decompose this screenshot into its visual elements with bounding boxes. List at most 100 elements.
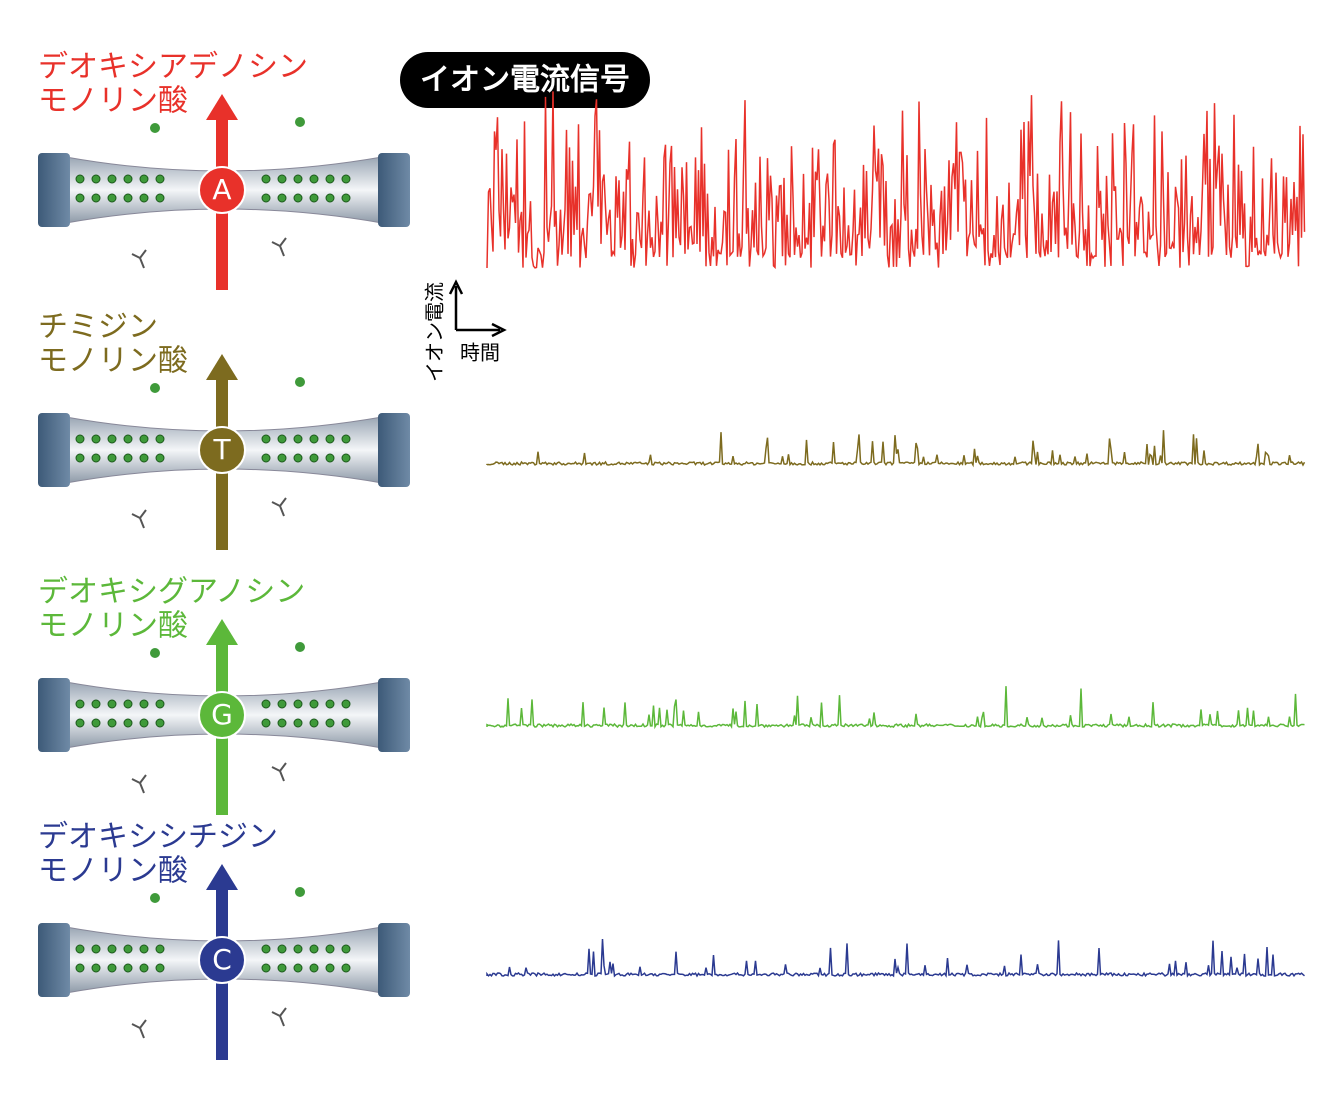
arrow-head <box>206 94 238 120</box>
scale-bar <box>448 279 507 338</box>
atom <box>293 944 303 954</box>
base-letter: G <box>211 698 233 731</box>
atom <box>341 699 351 709</box>
atom <box>277 434 287 444</box>
atom <box>325 944 335 954</box>
ion-current-trace <box>486 938 1305 978</box>
atom <box>155 174 165 184</box>
atom <box>341 193 351 203</box>
channel-cap <box>38 153 70 227</box>
atom <box>123 434 133 444</box>
atom <box>107 944 117 954</box>
badge: イオン電流信号 <box>420 63 630 98</box>
atom <box>123 699 133 709</box>
molecule <box>271 1007 287 1027</box>
molecule <box>131 1019 147 1039</box>
atom <box>75 434 85 444</box>
atom <box>325 718 335 728</box>
atom <box>139 174 149 184</box>
channel-cap <box>378 153 410 227</box>
atom <box>91 174 101 184</box>
atom <box>123 718 133 728</box>
atom <box>91 963 101 973</box>
panel-label: デオキシシチジン <box>38 820 278 855</box>
atom <box>107 699 117 709</box>
atom <box>261 434 271 444</box>
atom <box>107 434 117 444</box>
atom <box>139 963 149 973</box>
ion-current-trace <box>486 430 1306 468</box>
atom <box>261 193 271 203</box>
ion <box>295 642 305 652</box>
ion <box>295 377 305 387</box>
base-letter: A <box>212 173 231 206</box>
atom <box>75 718 85 728</box>
molecule <box>131 774 147 794</box>
arrow-head <box>206 619 238 645</box>
atom <box>341 944 351 954</box>
base-circle <box>198 426 246 474</box>
panel-label: モノリン酸 <box>38 609 188 644</box>
atom <box>139 434 149 444</box>
molecule <box>271 237 287 257</box>
ion <box>150 648 160 658</box>
molecule <box>271 762 287 782</box>
base-circle <box>198 936 246 984</box>
atom <box>325 699 335 709</box>
atom <box>309 718 319 728</box>
molecule <box>131 509 147 529</box>
atom <box>277 944 287 954</box>
panel-label: モノリン酸 <box>38 344 188 379</box>
atom <box>139 718 149 728</box>
atom <box>277 453 287 463</box>
atom <box>325 193 335 203</box>
arrow-head <box>206 354 238 380</box>
atom <box>75 193 85 203</box>
atom <box>139 944 149 954</box>
atom <box>91 434 101 444</box>
atom <box>293 193 303 203</box>
atom <box>155 434 165 444</box>
base-circle <box>198 691 246 739</box>
atom <box>309 434 319 444</box>
channel-cap <box>378 923 410 997</box>
panel-label: デオキシグアノシン <box>38 575 305 610</box>
channel-cap <box>38 678 70 752</box>
molecule <box>271 497 287 517</box>
atom <box>75 944 85 954</box>
atom <box>293 963 303 973</box>
atom <box>91 699 101 709</box>
atom <box>309 453 319 463</box>
atom <box>107 453 117 463</box>
ion-current-trace <box>486 91 1306 270</box>
atom <box>309 174 319 184</box>
atom <box>277 963 287 973</box>
atom <box>107 963 117 973</box>
atom <box>293 718 303 728</box>
atom <box>309 944 319 954</box>
panel-label: モノリン酸 <box>38 854 188 889</box>
atom <box>107 174 117 184</box>
scale-y-label: イオン電流 <box>423 282 447 382</box>
y-arrow <box>448 279 464 330</box>
atom <box>91 944 101 954</box>
atom <box>325 453 335 463</box>
ion <box>150 383 160 393</box>
atom <box>261 699 271 709</box>
atom <box>341 963 351 973</box>
atom <box>91 453 101 463</box>
ion <box>295 887 305 897</box>
atom <box>75 453 85 463</box>
atom <box>261 174 271 184</box>
atom <box>325 434 335 444</box>
molecule <box>131 249 147 269</box>
ion-current-trace <box>486 686 1305 730</box>
channel-cap <box>38 413 70 487</box>
atom <box>293 453 303 463</box>
channel-cap <box>378 413 410 487</box>
atom <box>123 193 133 203</box>
atom <box>277 718 287 728</box>
atom <box>293 699 303 709</box>
atom <box>155 699 165 709</box>
atom <box>309 193 319 203</box>
